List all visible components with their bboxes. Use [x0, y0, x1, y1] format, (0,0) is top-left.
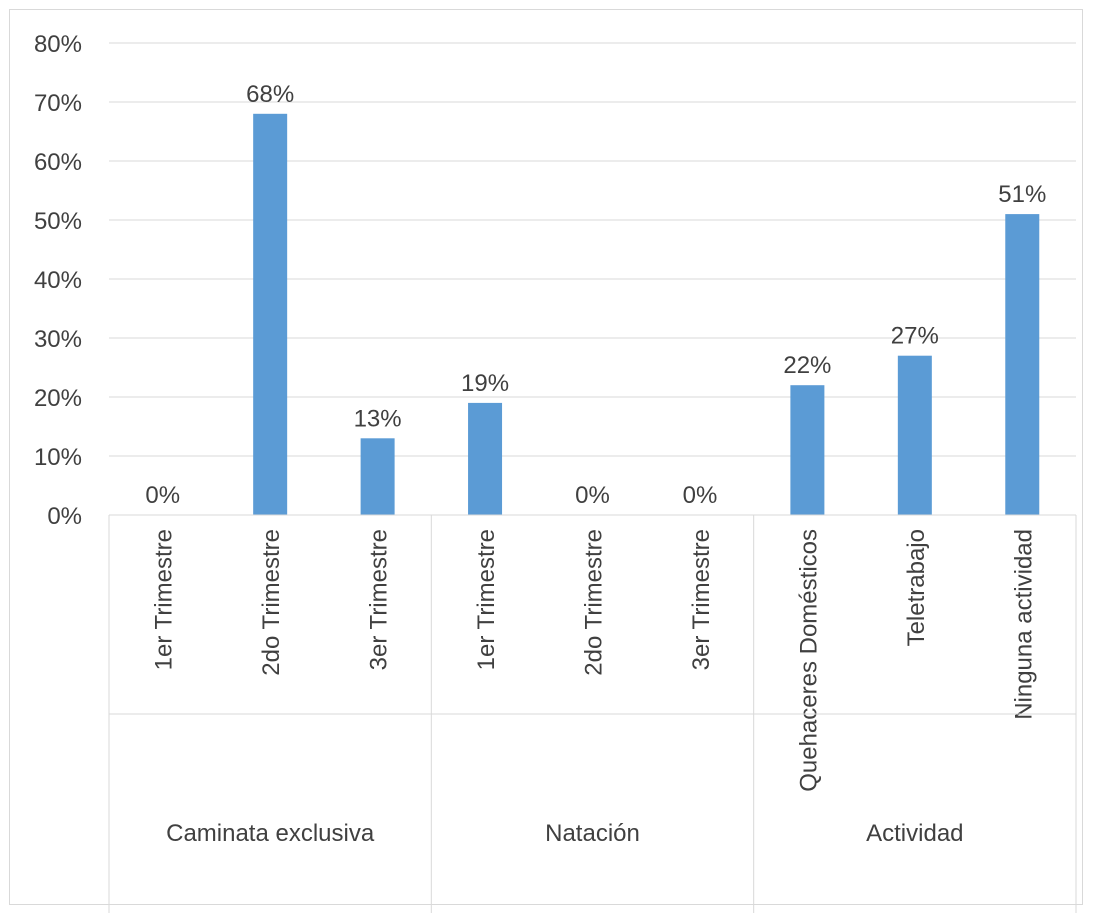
y-tick-label: 40% — [34, 267, 82, 294]
category-label: Teletrabajo — [903, 529, 930, 646]
category-label: 1er Trimestre — [473, 529, 500, 670]
y-tick-label: 20% — [34, 385, 82, 412]
y-tick-label: 0% — [47, 503, 82, 530]
group-label: Actividad — [866, 820, 963, 847]
category-label: 2do Trimestre — [581, 529, 608, 676]
bar — [790, 385, 825, 515]
y-tick-label: 50% — [34, 208, 82, 235]
bars — [253, 113, 1040, 516]
category-label: 3er Trimestre — [688, 529, 715, 670]
data-label: 13% — [354, 405, 402, 432]
category-label: 1er Trimestre — [151, 529, 178, 670]
bar — [253, 113, 288, 516]
axis-lines — [108, 514, 1077, 913]
data-label: 0% — [575, 482, 610, 509]
y-tick-label: 30% — [34, 326, 82, 353]
y-tick-label: 80% — [34, 31, 82, 58]
data-label: 27% — [891, 323, 939, 350]
category-label: Ninguna actividad — [1010, 529, 1037, 720]
data-label: 0% — [683, 482, 718, 509]
data-label: 51% — [998, 181, 1046, 208]
group-label: Caminata exclusiva — [166, 820, 375, 847]
category-label: Quehaceres Domésticos — [795, 529, 822, 792]
y-tick-label: 10% — [34, 444, 82, 471]
data-label: 0% — [145, 482, 180, 509]
category-label: 3er Trimestre — [366, 529, 393, 670]
y-tick-label: 70% — [34, 90, 82, 117]
group-labels: Caminata exclusiva Natación Actividad — [166, 820, 963, 847]
data-label: 68% — [246, 81, 294, 108]
bar — [360, 438, 395, 515]
y-axis-tick-labels: 0% 10% 20% 30% 40% 50% 60% 70% 80% — [34, 31, 82, 530]
category-labels: 1er Trimestre 2do Trimestre 3er Trimestre 1… — [151, 529, 1038, 792]
y-tick-label: 60% — [34, 149, 82, 176]
data-label: 22% — [783, 352, 831, 379]
group-label: Natación — [545, 820, 640, 847]
data-labels: 0% 68% 13% 19% 0% 0% 22% 27% 51% — [145, 81, 1046, 509]
bar — [1005, 214, 1040, 515]
data-label: 19% — [461, 370, 509, 397]
category-label: 2do Trimestre — [258, 529, 285, 676]
bar — [468, 402, 503, 515]
bar — [897, 355, 932, 515]
